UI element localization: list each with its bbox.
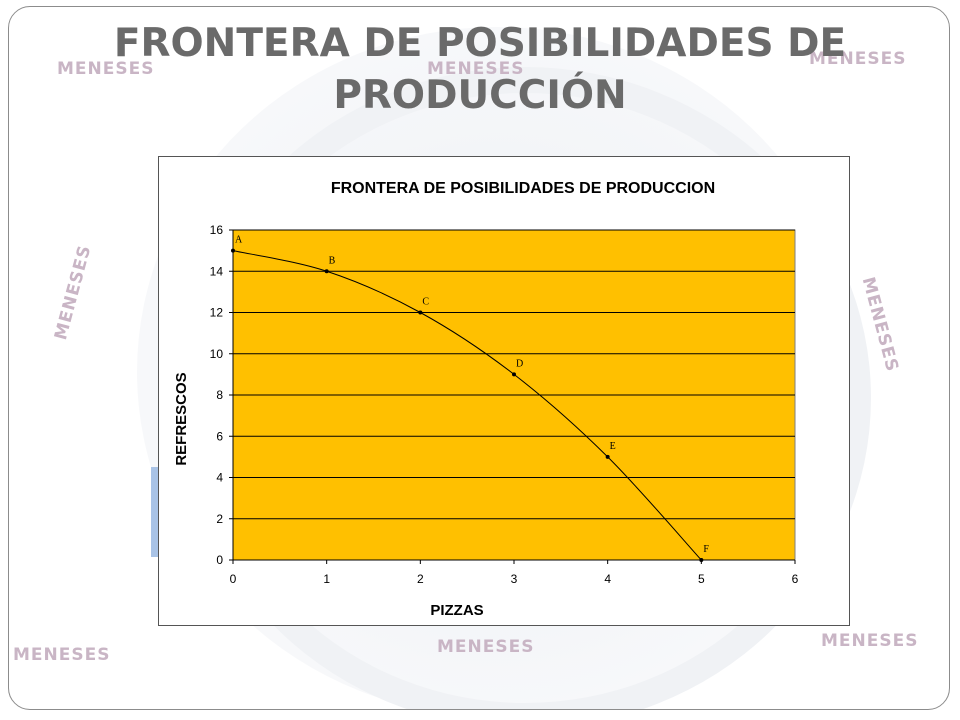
x-tick-label: 6: [792, 572, 799, 586]
page-title-line-2: PRODUCCIÓN: [333, 73, 627, 118]
watermark-logo: MENESES: [437, 637, 535, 657]
series-frontier: A B C D E F: [231, 235, 709, 562]
data-point: [512, 372, 516, 377]
y-tick-label: 16: [210, 223, 224, 237]
x-axis-label: PIZZAS: [430, 602, 483, 619]
page-title-line-1: FRONTERA DE POSIBILIDADES DE: [113, 21, 847, 66]
data-point: [324, 269, 329, 274]
watermark-logo: MENESES: [809, 49, 907, 69]
data-point: [231, 248, 235, 253]
x-tick-label: 0: [230, 572, 237, 586]
watermark-logo: MENESES: [427, 59, 525, 79]
y-tick-label: 8: [216, 388, 223, 402]
point-label: C: [422, 297, 429, 308]
point-label: E: [610, 441, 616, 452]
watermark-logo: MENESES: [13, 645, 111, 665]
y-tick-label: 12: [210, 306, 224, 320]
x-tick-label: 4: [604, 572, 611, 586]
data-point: [605, 454, 610, 459]
x-tick-label: 2: [417, 572, 424, 586]
chart-title: FRONTERA DE POSIBILIDADES DE PRODUCCION: [331, 180, 715, 197]
x-tick-label: 1: [323, 572, 330, 586]
y-tick-label: 14: [210, 264, 224, 278]
y-axis-label: REFRESCOS: [173, 372, 190, 465]
point-label: A: [235, 235, 243, 246]
watermark-logo: MENESES: [51, 242, 96, 343]
point-label: F: [703, 544, 709, 555]
y-tick-label: 2: [216, 512, 223, 526]
watermark-logo: MENESES: [821, 631, 919, 651]
chart-container: FRONTERA DE POSIBILIDADES DE PRODUCCION …: [158, 156, 850, 626]
x-tick-label: 3: [511, 572, 518, 586]
y-tick-label: 10: [210, 347, 224, 361]
x-tick-label: 5: [698, 572, 705, 586]
data-point: [418, 310, 423, 315]
y-tick-label: 0: [216, 553, 223, 567]
point-label: D: [516, 358, 523, 369]
y-tick-label: 4: [216, 471, 223, 485]
data-point: [699, 558, 704, 562]
y-tick-label: 6: [216, 429, 223, 443]
production-frontier-chart: FRONTERA DE POSIBILIDADES DE PRODUCCION …: [173, 180, 799, 619]
watermark-logo: MENESES: [57, 59, 155, 79]
point-label: B: [329, 255, 336, 266]
page-title: FRONTERA DE POSIBILIDADES DE PRODUCCIÓN: [80, 18, 880, 122]
